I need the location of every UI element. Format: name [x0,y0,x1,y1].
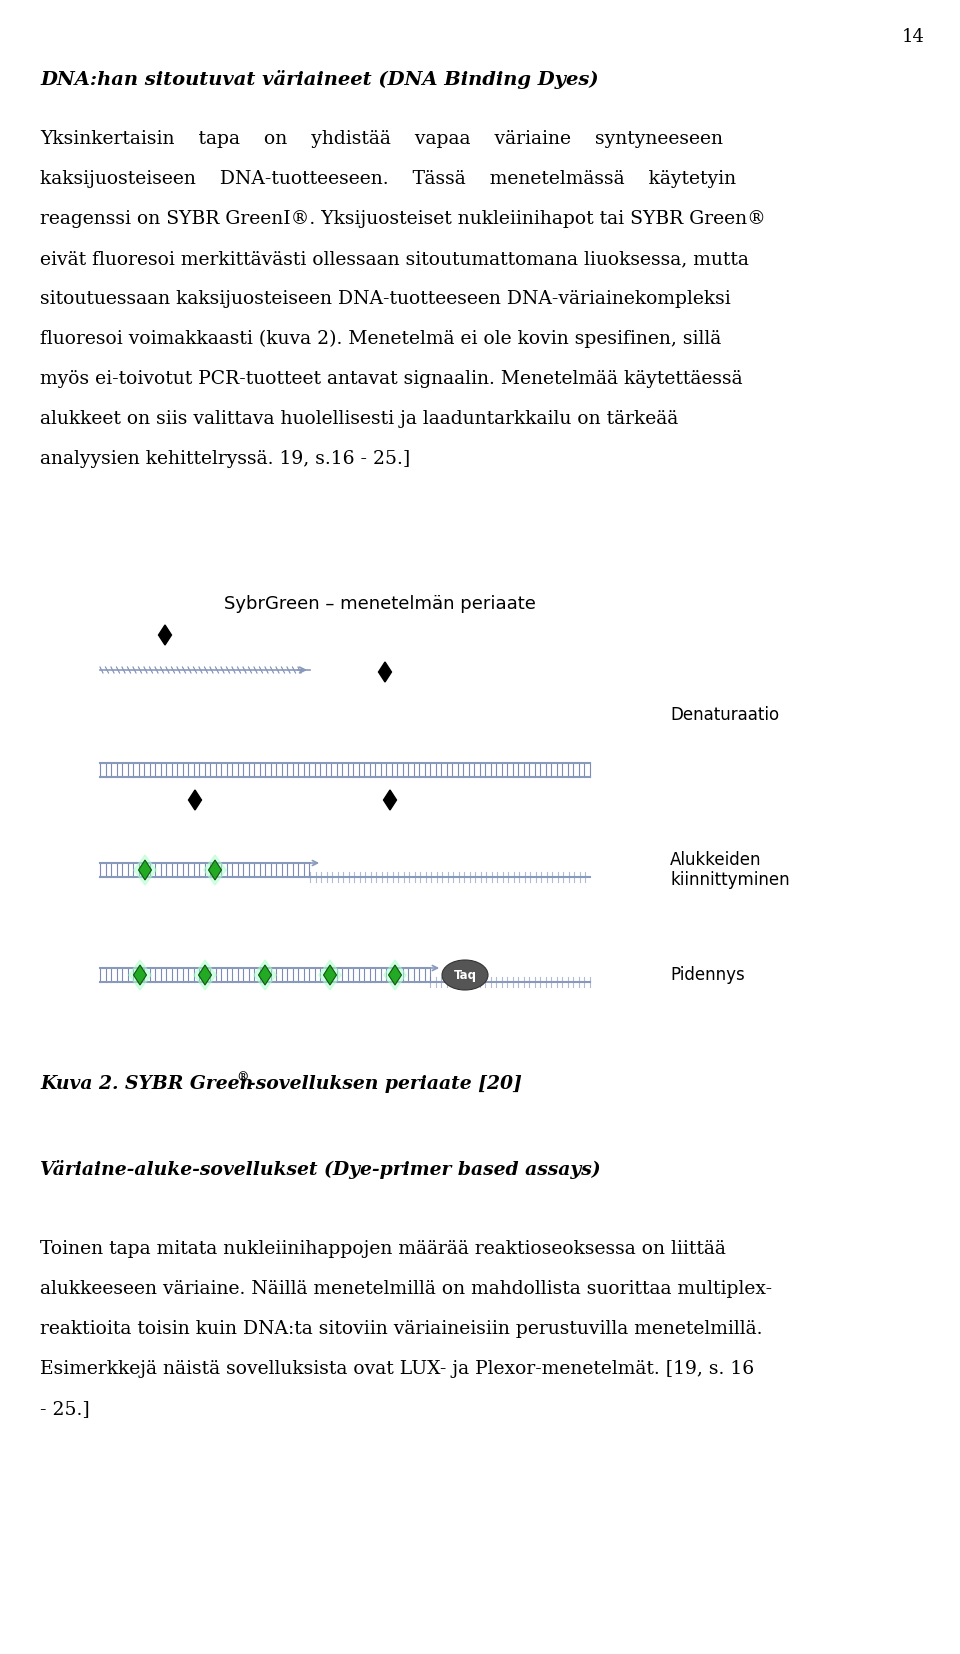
Polygon shape [383,791,396,810]
Polygon shape [194,959,216,991]
Text: Pidennys: Pidennys [670,966,745,984]
Text: Väriaine-aluke-sovellukset (Dye-primer based assays): Väriaine-aluke-sovellukset (Dye-primer b… [40,1159,601,1179]
Polygon shape [208,860,222,880]
Text: eivät fluoresoi merkittävästi ollessaan sitoutumattomana liuoksessa, mutta: eivät fluoresoi merkittävästi ollessaan … [40,250,749,268]
Polygon shape [133,855,156,885]
Polygon shape [204,855,227,885]
Polygon shape [258,964,272,986]
Polygon shape [324,964,337,986]
Text: reagenssi on SYBR GreenI®. Yksijuosteiset nukleiinihapot tai SYBR Green®: reagenssi on SYBR GreenI®. Yksijuosteise… [40,210,766,228]
Text: 14: 14 [902,28,925,46]
Polygon shape [133,964,147,986]
Text: Denaturaatio: Denaturaatio [670,706,780,724]
Polygon shape [129,959,152,991]
Text: Alukkeiden
kiinnittyminen: Alukkeiden kiinnittyminen [670,850,790,890]
Text: myös ei-toivotut PCR-tuotteet antavat signaalin. Menetelmää käytettäessä: myös ei-toivotut PCR-tuotteet antavat si… [40,370,743,389]
Text: Toinen tapa mitata nukleiinihappojen määrää reaktioseoksessa on liittää: Toinen tapa mitata nukleiinihappojen mää… [40,1240,726,1259]
Text: -sovelluksen periaate [20]: -sovelluksen periaate [20] [248,1075,522,1093]
Text: ®: ® [236,1072,249,1083]
Text: reaktioita toisin kuin DNA:ta sitoviin väriaineisiin perustuvilla menetelmillä.: reaktioita toisin kuin DNA:ta sitoviin v… [40,1320,762,1338]
Polygon shape [253,959,276,991]
Text: alukkeet on siis valittava huolellisesti ja laaduntarkkailu on tärkeää: alukkeet on siis valittava huolellisesti… [40,410,679,428]
Text: fluoresoi voimakkaasti (kuva 2). Menetelmä ei ole kovin spesifinen, sillä: fluoresoi voimakkaasti (kuva 2). Menetel… [40,331,721,349]
Text: Kuva 2. SYBR Green: Kuva 2. SYBR Green [40,1075,253,1093]
Text: Yksinkertaisin    tapa    on    yhdistää    vapaa    väriaine    syntyneeseen: Yksinkertaisin tapa on yhdistää vapaa vä… [40,131,723,147]
Text: sitoutuessaan kaksijuosteiseen DNA-tuotteeseen DNA-väriainekompleksi: sitoutuessaan kaksijuosteiseen DNA-tuott… [40,289,731,308]
Ellipse shape [442,959,488,991]
Text: kaksijuosteiseen    DNA-tuotteeseen.    Tässä    menetelmässä    käytetyin: kaksijuosteiseen DNA-tuotteeseen. Tässä … [40,170,736,189]
Text: Taq: Taq [453,969,476,981]
Polygon shape [199,964,211,986]
Polygon shape [188,791,202,810]
Text: DNA:han sitoutuvat väriaineet (DNA Binding Dyes): DNA:han sitoutuvat väriaineet (DNA Bindi… [40,69,599,89]
Text: Esimerkkejä näistä sovelluksista ovat LUX- ja Plexor-menetelmät. [19, s. 16: Esimerkkejä näistä sovelluksista ovat LU… [40,1360,755,1378]
Polygon shape [138,860,152,880]
Polygon shape [319,959,341,991]
Polygon shape [389,964,401,986]
Polygon shape [378,662,392,681]
Text: analyysien kehittelryssä. 19, s.16 - 25.]: analyysien kehittelryssä. 19, s.16 - 25.… [40,450,410,468]
Polygon shape [384,959,406,991]
Text: SybrGreen – menetelmän periaate: SybrGreen – menetelmän periaate [224,595,536,614]
Text: alukkeeseen väriaine. Näillä menetelmillä on mahdollista suorittaa multiplex-: alukkeeseen väriaine. Näillä menetelmill… [40,1280,772,1298]
Polygon shape [158,625,172,645]
Text: - 25.]: - 25.] [40,1399,89,1417]
